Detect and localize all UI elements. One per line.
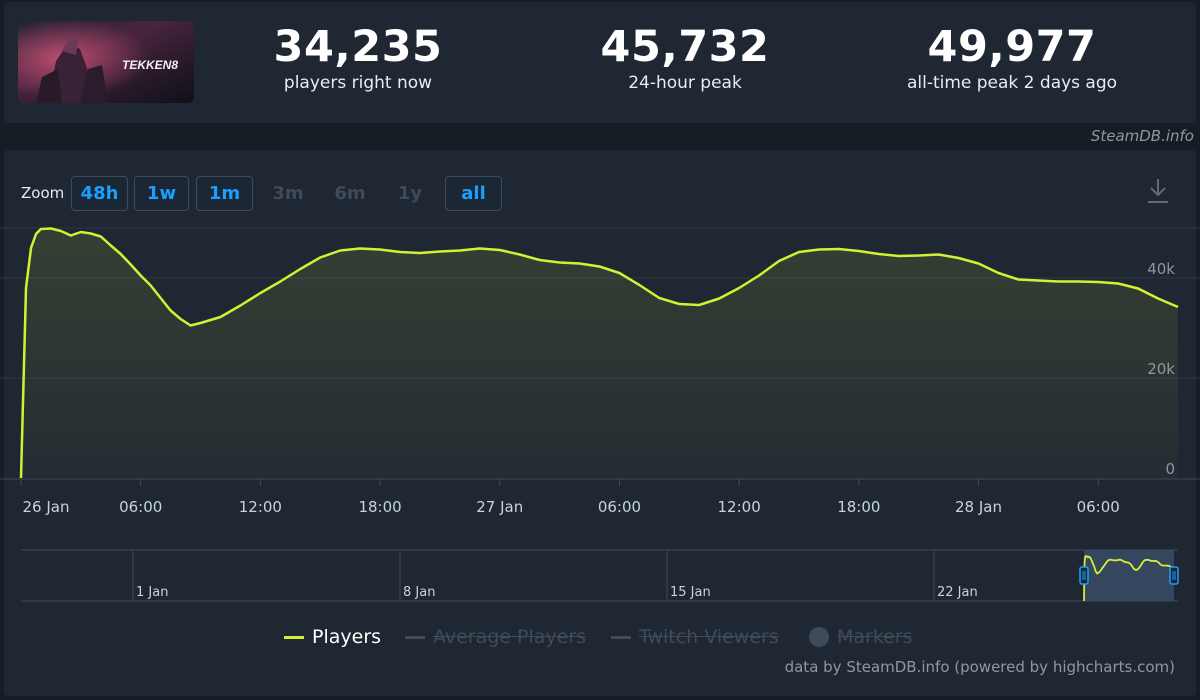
series-line — [19, 227, 1179, 479]
legend-swatch — [611, 635, 631, 639]
stat-all-time-peak: 49,977 all-time peak 2 days ago — [862, 22, 1162, 94]
navigator-right-handle[interactable] — [1169, 566, 1179, 585]
zoom-label: Zoom — [21, 184, 65, 202]
game-logo: TEKKEN8 — [122, 58, 178, 72]
stat-label: all-time peak 2 days ago — [906, 73, 1118, 93]
legend-label: Markers — [837, 626, 913, 648]
stat-value: 34,235 — [273, 22, 443, 72]
legend-label: Twitch Viewers — [639, 626, 779, 648]
series-line-players — [19, 227, 1179, 479]
legend-swatch — [405, 635, 425, 639]
download-icon[interactable] — [1146, 177, 1170, 205]
highcharts-credit[interactable]: data by SteamDB.info (powered by highcha… — [784, 658, 1175, 676]
x-tick-label: 27 Jan — [476, 498, 523, 516]
legend-twitch-viewers[interactable]: Twitch Viewers — [611, 626, 779, 648]
zoom-1w-button[interactable]: 1w — [134, 176, 189, 211]
x-tick-label: 12:00 — [239, 498, 282, 516]
x-axis-labels: 26 Jan 06:00 12:00 18:00 27 Jan 06:00 12:00 18:… — [20, 479, 1120, 516]
marker-dot-icon — [809, 627, 829, 647]
x-tick-label: 06:00 — [119, 498, 162, 516]
navigator-left-handle[interactable] — [1079, 566, 1089, 585]
stat-label: 24-hour peak — [628, 73, 742, 93]
legend-label: Players — [312, 626, 382, 648]
stat-value: 45,732 — [600, 22, 770, 72]
game-banner[interactable]: TEKKEN8 — [18, 21, 194, 103]
steamdb-credit[interactable]: SteamDB.info — [1090, 127, 1194, 145]
stats-panel — [4, 2, 1196, 123]
x-tick-label: 18:00 — [837, 498, 880, 516]
y-axis-labels: 0 20k 40k — [1147, 260, 1175, 478]
x-tick-label: 18:00 — [358, 498, 401, 516]
y-tick-label: 20k — [1147, 360, 1175, 378]
legend-players[interactable]: Players — [284, 626, 381, 648]
navigator-label: 8 Jan — [403, 585, 435, 600]
navigator-series-line — [1083, 555, 1175, 602]
navigator-label: 1 Jan — [136, 585, 168, 600]
legend-average-players[interactable]: Average Players — [405, 626, 586, 648]
stat-value: 49,977 — [927, 22, 1097, 72]
zoom-3m-button: 3m — [272, 183, 304, 204]
series-area-fill — [21, 228, 1178, 478]
stat-current-players: 34,235 players right now — [208, 22, 508, 94]
x-tick-label: 06:00 — [1077, 498, 1120, 516]
zoom-1m-button[interactable]: 1m — [196, 176, 253, 211]
x-tick-label: 06:00 — [598, 498, 641, 516]
legend-markers[interactable]: Markers — [809, 626, 913, 648]
stat-label: players right now — [283, 73, 433, 93]
zoom-6m-button: 6m — [334, 183, 366, 204]
zoom-48h-button[interactable]: 48h — [71, 176, 128, 211]
x-tick-label: 12:00 — [718, 498, 761, 516]
legend-swatch — [284, 635, 304, 639]
legend-label: Average Players — [433, 626, 587, 648]
navigator-label: 15 Jan — [670, 585, 711, 600]
game-art-image: TEKKEN8 — [18, 21, 194, 103]
y-tick-label: 40k — [1147, 260, 1175, 278]
stat-24h-peak: 45,732 24-hour peak — [535, 22, 835, 94]
series-area — [21, 228, 1178, 478]
navigator[interactable]: 1 Jan 8 Jan 15 Jan 22 Jan — [21, 549, 1179, 602]
zoom-all-button[interactable]: all — [445, 176, 502, 211]
zoom-1y-button: 1y — [397, 183, 423, 204]
y-tick-label: 0 — [1165, 460, 1175, 478]
navigator-label: 22 Jan — [937, 585, 978, 600]
navigator-selection — [1084, 550, 1174, 601]
x-tick-label: 26 Jan — [23, 498, 70, 516]
x-tick-label: 28 Jan — [955, 498, 1002, 516]
